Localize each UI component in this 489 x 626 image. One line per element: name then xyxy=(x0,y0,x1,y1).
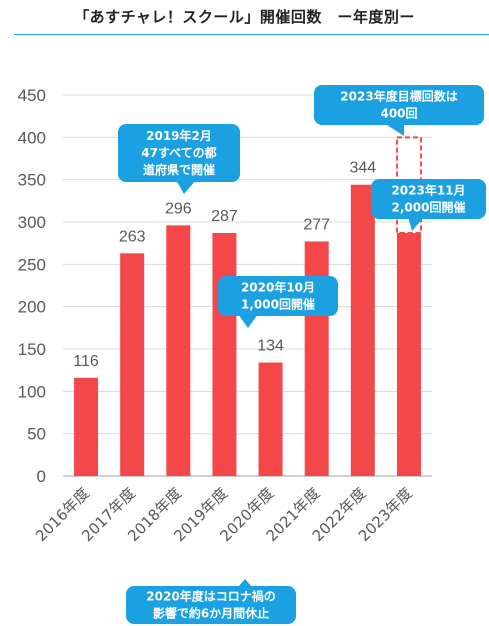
callout-bubble xyxy=(371,179,486,219)
callout-pointer xyxy=(238,579,252,587)
y-tick-label: 150 xyxy=(18,340,46,359)
y-tick-label: 200 xyxy=(18,298,46,317)
y-tick-label: 400 xyxy=(18,128,46,147)
callout-text: 道府県で開催 xyxy=(143,162,215,177)
y-tick-label: 450 xyxy=(18,86,46,105)
callout-bubble xyxy=(218,276,338,316)
y-tick-label: 50 xyxy=(27,425,46,444)
callout-pointer xyxy=(408,217,424,231)
callout-text: 2020年度はコロナ禍の xyxy=(146,589,275,604)
data-label: 287 xyxy=(211,208,238,225)
callout-text: 2023年度目標回数は xyxy=(340,89,457,104)
bar xyxy=(258,362,283,476)
y-tick-label: 350 xyxy=(18,171,46,190)
data-label: 134 xyxy=(257,338,284,355)
callout-text: 400回 xyxy=(380,107,417,121)
title-underline xyxy=(14,34,489,35)
y-tick-label: 100 xyxy=(18,382,46,401)
bar xyxy=(166,225,191,476)
bar xyxy=(74,377,99,476)
callout-bubble xyxy=(126,586,296,624)
callout-text: 2,000回開催 xyxy=(392,200,466,215)
data-label: 116 xyxy=(73,353,99,370)
data-label: 263 xyxy=(119,228,146,245)
y-tick-label: 300 xyxy=(18,213,46,232)
callout-bubble xyxy=(118,124,240,182)
callout-text: 2020年10月 xyxy=(241,280,315,295)
callout-text: 影響で約6か月間休止 xyxy=(153,606,269,621)
callout-pointer xyxy=(238,314,258,328)
bar xyxy=(212,233,237,476)
data-label: 344 xyxy=(349,160,376,177)
bar xyxy=(120,253,145,476)
callout-pointer xyxy=(384,123,404,136)
data-label: 277 xyxy=(303,216,330,233)
callout-bubble xyxy=(314,85,484,125)
callout-text: 2023年11月 xyxy=(391,183,465,198)
y-tick-label: 0 xyxy=(37,467,46,486)
bar xyxy=(350,184,375,476)
callout-text: 2019年2月 xyxy=(146,128,212,143)
y-tick-label: 250 xyxy=(18,255,46,274)
callout-pointer xyxy=(176,180,196,194)
callout-text: 47すべての都 xyxy=(141,145,216,160)
callout-text: 1,000回開催 xyxy=(241,297,315,312)
bar xyxy=(396,233,421,476)
chart-title: 「あすチャレ！スクール」開催回数 ー年度別ー xyxy=(74,8,415,26)
target-box xyxy=(395,136,422,235)
data-label: 296 xyxy=(165,200,192,217)
